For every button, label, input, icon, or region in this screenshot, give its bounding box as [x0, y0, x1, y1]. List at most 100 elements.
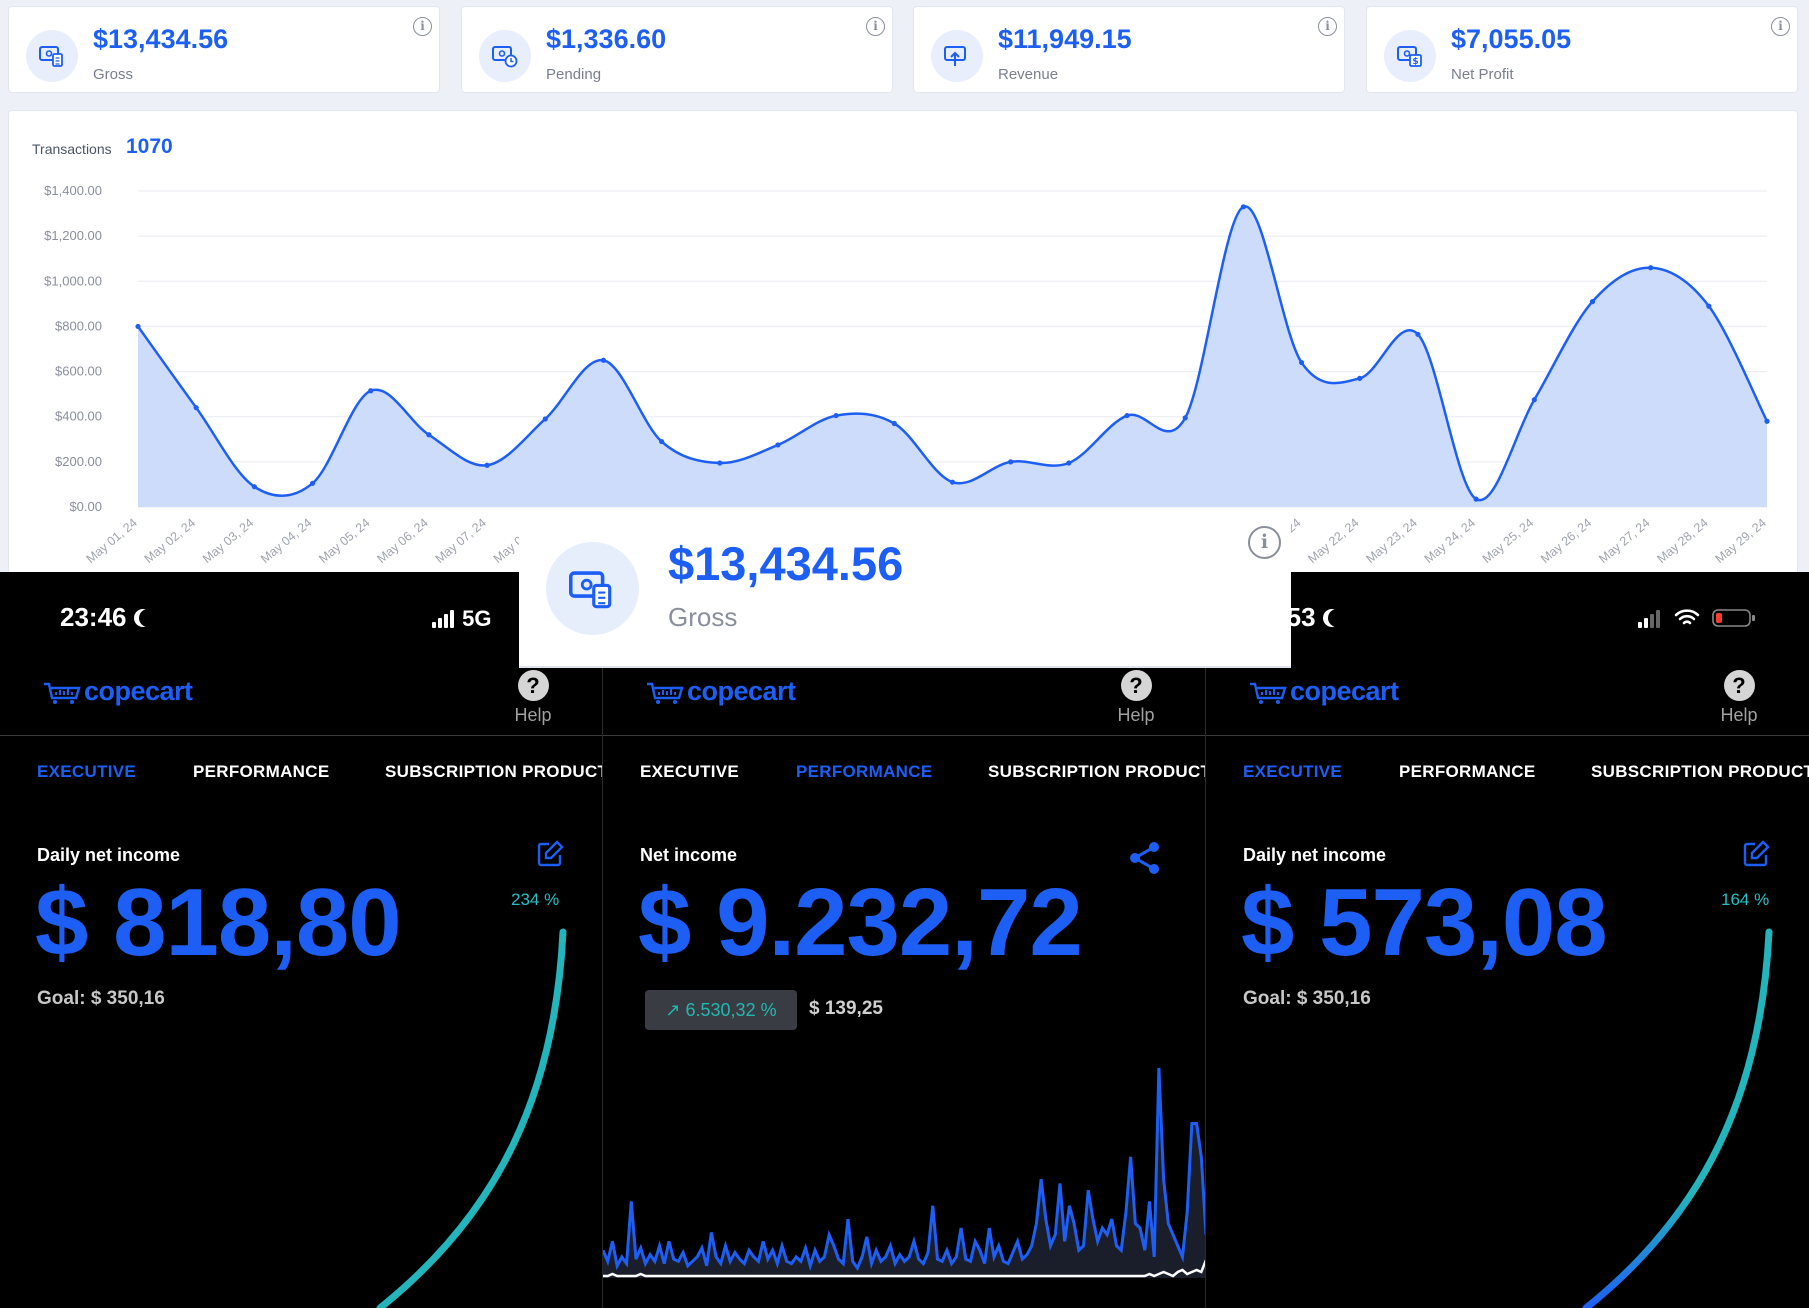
net-profit-value: $7,055.05 [1451, 24, 1572, 54]
tab-subscription-product[interactable]: SUBSCRIPTION PRODUCT [385, 762, 603, 781]
data-point [1473, 496, 1479, 502]
y-tick-label: $1,400.00 [44, 183, 102, 198]
divider [603, 735, 1206, 736]
x-tick-label: May 22, 24 [1305, 516, 1361, 567]
goal-gauge [376, 928, 567, 1308]
trend-up-icon: ↗ [665, 1000, 681, 1020]
change-badge: ↗ 6.530,32 % [645, 990, 797, 1030]
tab-subscription-product[interactable]: SUBSCRIPTION PRODUCT [1591, 762, 1809, 781]
copecart-logo[interactable]: copecart [645, 676, 796, 707]
share-icon[interactable] [1127, 840, 1163, 876]
x-tick-label: May 04, 24 [258, 516, 314, 567]
data-point [1531, 397, 1537, 403]
edit-icon[interactable] [1742, 840, 1770, 868]
income-sparkline[interactable] [603, 572, 1206, 1308]
stat-card-pending[interactable]: $1,336.60 Pending i [461, 6, 893, 93]
profit-dollar-icon: $ [1384, 30, 1436, 82]
stat-card-revenue[interactable]: $11,949.15 Revenue i [913, 6, 1345, 93]
network-label: 5G [462, 606, 492, 631]
stat-card-gross[interactable]: $13,434.56 Gross i [8, 6, 440, 93]
pending-value: $1,336.60 [546, 24, 667, 54]
sparkline-area [603, 1068, 1206, 1278]
goal-text: Goal: $ 350,16 [37, 988, 165, 1009]
goal-percent: 164 % [1721, 890, 1770, 909]
x-tick-label: May 28, 24 [1654, 516, 1710, 567]
amount-value: $ 818,80 [35, 869, 402, 976]
divider [0, 735, 603, 736]
data-point [426, 432, 432, 438]
zoomed-gross-card[interactable]: $13,434.56 Gross i [519, 508, 1291, 668]
copecart-logo[interactable]: copecart [1248, 676, 1399, 707]
data-point [1764, 418, 1770, 424]
svg-text:$: $ [1412, 57, 1418, 67]
tab-executive[interactable]: EXECUTIVE [1243, 762, 1343, 781]
divider [1206, 735, 1809, 736]
wallet-phone-icon [26, 30, 78, 82]
help-button[interactable]: ? Help [1709, 670, 1769, 726]
data-point [193, 405, 199, 411]
data-point [1706, 303, 1712, 309]
transactions-label: Transactions [32, 141, 112, 157]
phone-screen-executive-1: 23:46 5G copecart ? Help EXECUTIVE PERFOR… [0, 572, 603, 1308]
goal-gauge [1582, 928, 1773, 1308]
x-tick-label: May 05, 24 [316, 516, 372, 567]
stat-card-net-profit[interactable]: $ $7,055.05 Net Profit i [1366, 6, 1798, 93]
zoom-gross-label: Gross [668, 602, 738, 632]
tab-executive[interactable]: EXECUTIVE [640, 762, 740, 781]
y-tick-label: $800.00 [55, 318, 102, 333]
info-icon[interactable]: i [866, 17, 885, 36]
tab-performance[interactable]: PERFORMANCE [796, 762, 933, 781]
y-tick-label: $1,200.00 [44, 228, 102, 243]
data-point [1648, 265, 1654, 271]
data-point [775, 442, 781, 448]
x-tick-label: May 27, 24 [1596, 516, 1652, 567]
data-point [1008, 459, 1014, 465]
sparkline-income [603, 1067, 1206, 1272]
metric-title: Daily net income [37, 845, 181, 865]
data-point [1415, 331, 1421, 337]
data-point [891, 420, 897, 427]
x-tick-label: May 24, 24 [1422, 516, 1478, 567]
divider [1205, 572, 1206, 1308]
y-tick-label: $0.00 [69, 499, 102, 514]
info-icon[interactable]: i [1318, 17, 1337, 36]
data-point [659, 438, 665, 445]
help-button[interactable]: ? Help [503, 670, 563, 726]
question-icon: ? [1120, 670, 1152, 701]
info-icon[interactable]: i [1248, 526, 1281, 559]
data-point [1357, 375, 1363, 381]
tab-executive[interactable]: EXECUTIVE [37, 762, 137, 781]
data-point [484, 462, 490, 468]
question-icon: ? [1723, 670, 1755, 701]
info-icon[interactable]: i [1771, 17, 1790, 36]
copecart-logo[interactable]: copecart [42, 676, 193, 707]
metric-title: Daily net income [1243, 845, 1387, 865]
goal-text: Goal: $ 350,16 [1243, 988, 1371, 1009]
data-point [251, 484, 257, 490]
y-tick-label: $200.00 [55, 454, 102, 469]
tab-subscription-product[interactable]: SUBSCRIPTION PRODUCT [988, 762, 1206, 781]
data-point [542, 416, 548, 422]
data-point [1240, 204, 1246, 210]
info-icon[interactable]: i [413, 17, 432, 36]
x-tick-label: May 26, 24 [1538, 516, 1594, 567]
help-button[interactable]: ? Help [1106, 670, 1166, 726]
goal-percent: 234 % [511, 890, 560, 909]
zoom-gross-value: $13,434.56 [668, 537, 904, 590]
wallet-phone-icon [546, 542, 639, 635]
status-time: 23:46 [60, 602, 157, 633]
status-right: 5G [432, 606, 491, 634]
question-icon: ? [517, 670, 549, 701]
edit-icon[interactable] [536, 840, 564, 868]
battery-icon [1712, 609, 1756, 627]
data-point [1124, 412, 1130, 419]
y-tick-label: $600.00 [55, 364, 102, 379]
amount-value: $ 9.232,72 [638, 869, 1083, 976]
data-point [1589, 299, 1596, 305]
tab-performance[interactable]: PERFORMANCE [1399, 762, 1536, 781]
pending-label: Pending [546, 66, 602, 83]
tab-performance[interactable]: PERFORMANCE [193, 762, 330, 781]
gross-value: $13,434.56 [93, 24, 229, 54]
phone-screen-performance: copecart ? Help EXECUTIVE PERFORMANCE SUB… [603, 572, 1206, 1308]
divider [602, 572, 603, 1308]
